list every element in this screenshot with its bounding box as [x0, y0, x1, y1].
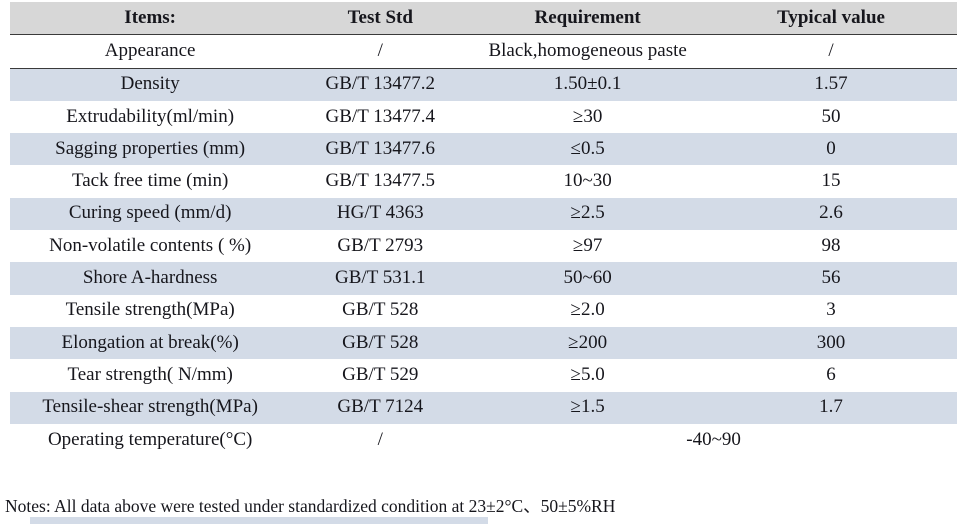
- test-std-cell: GB/T 13477.5: [325, 170, 435, 192]
- requirement-cell: ≥2.0: [570, 299, 605, 321]
- requirement-cell: ≥30: [572, 105, 603, 127]
- typical-value-cell: 6: [826, 363, 836, 385]
- item-cell: Tensile-shear strength(MPa): [10, 391, 291, 424]
- spec-table: Items: Test Std Requirement Typical valu…: [10, 2, 957, 456]
- requirement-cell: ≥200: [470, 326, 706, 360]
- header-cell-items: Items:: [10, 2, 291, 36]
- table-row: Tack free time (min) GB/T 13477.5 10~30 15: [10, 165, 957, 197]
- typical-value-cell: 300: [705, 326, 957, 360]
- requirement-cell: Black,homogeneous paste: [470, 34, 706, 69]
- table-row: Operating temperature(°C) / -40~90: [10, 424, 957, 456]
- item-cell: Tensile strength(MPa): [65, 299, 235, 321]
- typical-value-cell: 3: [826, 299, 836, 321]
- spec-table-header: Items: Test Std Requirement Typical valu…: [10, 2, 957, 36]
- typical-value-cell: 1.57: [705, 68, 957, 101]
- table-row: Tensile-shear strength(MPa) GB/T 7124 ≥1.5…: [10, 391, 957, 424]
- requirement-cell: 50~60: [470, 262, 706, 295]
- typical-value-cell: 1.7: [705, 391, 957, 424]
- requirement-cell: ≥5.0: [570, 363, 605, 385]
- table-row: Extrudability(ml/min) GB/T 13477.4 ≥30 50: [10, 101, 957, 133]
- test-std-cell: GB/T 13477.4: [325, 105, 435, 127]
- typical-value-cell: 15: [821, 170, 841, 192]
- table-row: Curing speed (mm/d) HG/T 4363 ≥2.5 2.6: [10, 197, 957, 231]
- table-row: Appearance / Black,homogeneous paste /: [10, 34, 957, 69]
- requirement-cell: ≥2.5: [470, 197, 706, 231]
- typical-value-cell: 56: [705, 262, 957, 295]
- requirement-cell: 1.50±0.1: [470, 68, 706, 101]
- test-std-cell: GB/T 2793: [337, 234, 424, 256]
- requirement-cell: 10~30: [563, 170, 612, 192]
- item-cell: Sagging properties (mm): [10, 133, 291, 166]
- requirement-cell: ≥1.5: [470, 391, 706, 424]
- test-std-cell: GB/T 528: [342, 299, 419, 321]
- table-row: Elongation at break(%) GB/T 528 ≥200 300: [10, 326, 957, 360]
- item-cell: Operating temperature(°C): [47, 428, 253, 450]
- item-cell: Tack free time (min): [71, 170, 229, 192]
- typical-value-cell: 2.6: [705, 197, 957, 231]
- notes-text: Notes: All data above were tested under …: [5, 496, 616, 516]
- typical-value-cell: 0: [705, 133, 957, 166]
- test-std-cell: GB/T 529: [342, 363, 419, 385]
- requirement-cell: ≤0.5: [470, 133, 706, 166]
- item-cell: Non-volatile contents ( %): [49, 234, 252, 256]
- table-row: Shore A-hardness GB/T 531.1 50~60 56: [10, 262, 957, 295]
- table-row: Tensile strength(MPa) GB/T 528 ≥2.0 3: [10, 295, 957, 327]
- requirement-cell: -40~90: [686, 428, 741, 450]
- typical-value-cell: /: [705, 34, 957, 69]
- table-row: Density GB/T 13477.2 1.50±0.1 1.57: [10, 68, 957, 101]
- table-row: Tear strength( N/mm) GB/T 529 ≥5.0 6: [10, 359, 957, 391]
- typical-value-cell: 50: [821, 105, 841, 127]
- test-std-cell: GB/T 13477.6: [290, 133, 471, 166]
- header-cell-requirement: Requirement: [470, 2, 706, 36]
- test-std-cell: HG/T 4363: [290, 197, 471, 231]
- item-cell: Elongation at break(%): [10, 326, 291, 360]
- test-std-cell: /: [290, 34, 471, 69]
- spec-table-body: Appearance / Black,homogeneous paste / Densi…: [10, 34, 957, 456]
- test-std-cell: GB/T 7124: [290, 391, 471, 424]
- header-cell-test-std: Test Std: [290, 2, 471, 36]
- item-cell: Density: [10, 68, 291, 101]
- item-cell: Extrudability(ml/min): [66, 105, 235, 127]
- table-row: Sagging properties (mm) GB/T 13477.6 ≤0.5 0: [10, 133, 957, 166]
- test-std-cell: /: [377, 428, 383, 450]
- test-std-cell: GB/T 528: [290, 326, 471, 360]
- test-std-cell: GB/T 531.1: [290, 262, 471, 295]
- item-cell: Shore A-hardness: [10, 262, 291, 295]
- typical-value-cell: 98: [821, 234, 841, 256]
- item-cell: Curing speed (mm/d): [10, 197, 291, 231]
- header-cell-typical-value: Typical value: [705, 2, 957, 36]
- table-row: Non-volatile contents ( %) GB/T 2793 ≥97 98: [10, 230, 957, 262]
- requirement-cell: ≥97: [572, 234, 603, 256]
- item-cell: Appearance: [10, 34, 291, 69]
- test-std-cell: GB/T 13477.2: [290, 68, 471, 101]
- item-cell: Tear strength( N/mm): [67, 363, 233, 385]
- partial-row-strip: [30, 517, 488, 524]
- header-row: Items: Test Std Requirement Typical valu…: [10, 2, 957, 36]
